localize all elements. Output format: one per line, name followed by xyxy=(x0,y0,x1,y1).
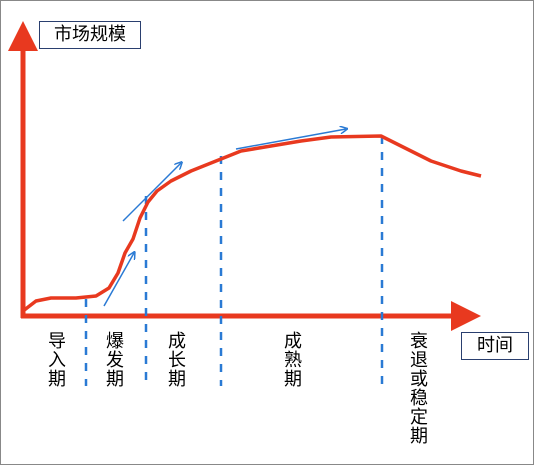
y-axis-label: 市场规模 xyxy=(39,21,141,49)
stage-label: 爆发期 xyxy=(103,331,124,388)
stage-label: 成长期 xyxy=(165,331,186,388)
trend-arrow xyxy=(235,129,346,150)
trend-arrows xyxy=(103,129,346,307)
stage-dividers xyxy=(84,136,384,386)
trend-arrow xyxy=(122,163,181,222)
trend-arrow xyxy=(103,253,134,307)
stage-label: 衰退或稳定期 xyxy=(407,331,428,445)
lifecycle-curve xyxy=(21,134,482,313)
stage-label: 成熟期 xyxy=(281,331,302,388)
stage-label: 导入期 xyxy=(45,331,66,388)
x-axis-label: 时间 xyxy=(461,332,529,360)
